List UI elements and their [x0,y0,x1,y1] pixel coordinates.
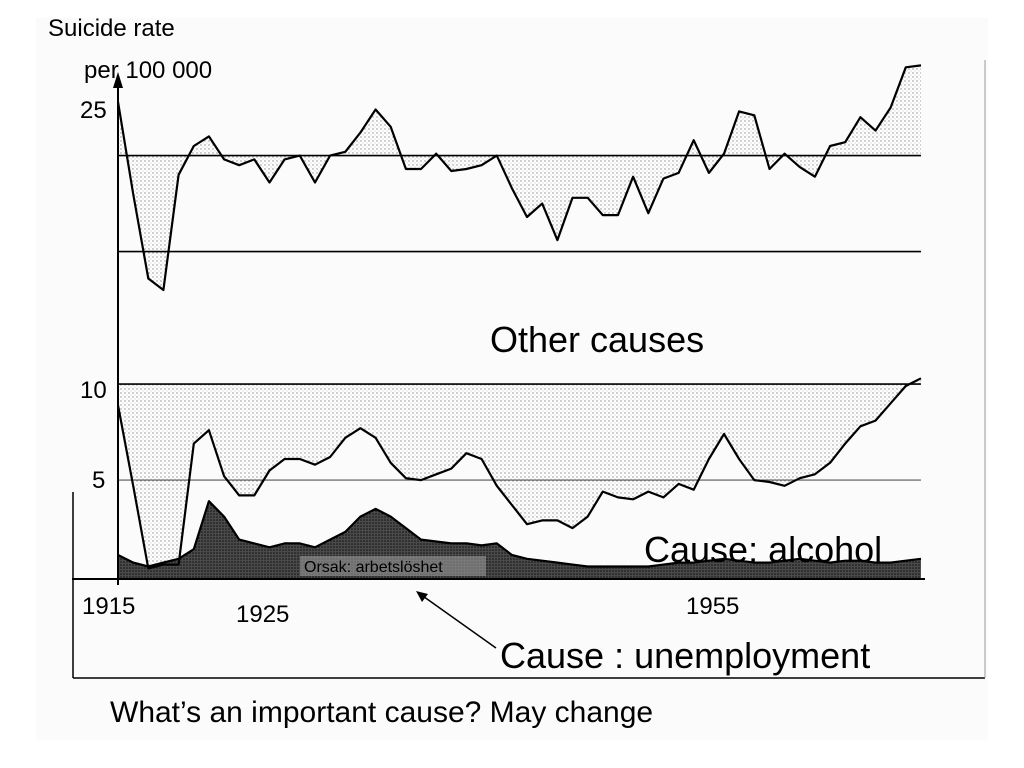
alcohol-line [116,377,922,570]
y-tick-label-5: 5 [92,467,105,494]
y-tick-labels: 25 10 5 [80,97,107,494]
y-axis-arrow-icon [113,72,123,88]
other-causes-line [116,64,922,292]
x-tick-label-1955: 1955 [686,593,739,620]
other-causes-shaded-area [118,65,921,291]
annotation-other-causes: Other causes [490,319,704,360]
x-tick-label-1915: 1915 [82,593,135,620]
arrowhead-icon [416,591,428,602]
y-axis-label-line2: per 100 000 [84,57,212,84]
y-tick-label-10: 10 [80,377,107,404]
y-tick-label-25: 25 [80,97,107,124]
annotation-alcohol: Cause: alcohol [644,529,882,570]
unemployment-line [117,500,922,568]
y-axis-label-line1: Suicide rate [48,15,175,42]
annotation-unemployment: Cause : unemployment [500,635,870,676]
x-tick-label-1925: 1925 [236,601,289,628]
alcohol-shaded-area [118,378,921,569]
x-tick-labels: 1915 1925 1955 [82,593,739,628]
unemployment-pointer-arrow [419,593,497,649]
inner-label-box [300,556,486,576]
subtitle-question: What’s an important cause? May change [110,696,653,729]
inner-label-unemployment: Orsak: arbetslöshet [304,559,443,576]
scan-background [36,18,988,740]
series-lines [116,64,922,570]
